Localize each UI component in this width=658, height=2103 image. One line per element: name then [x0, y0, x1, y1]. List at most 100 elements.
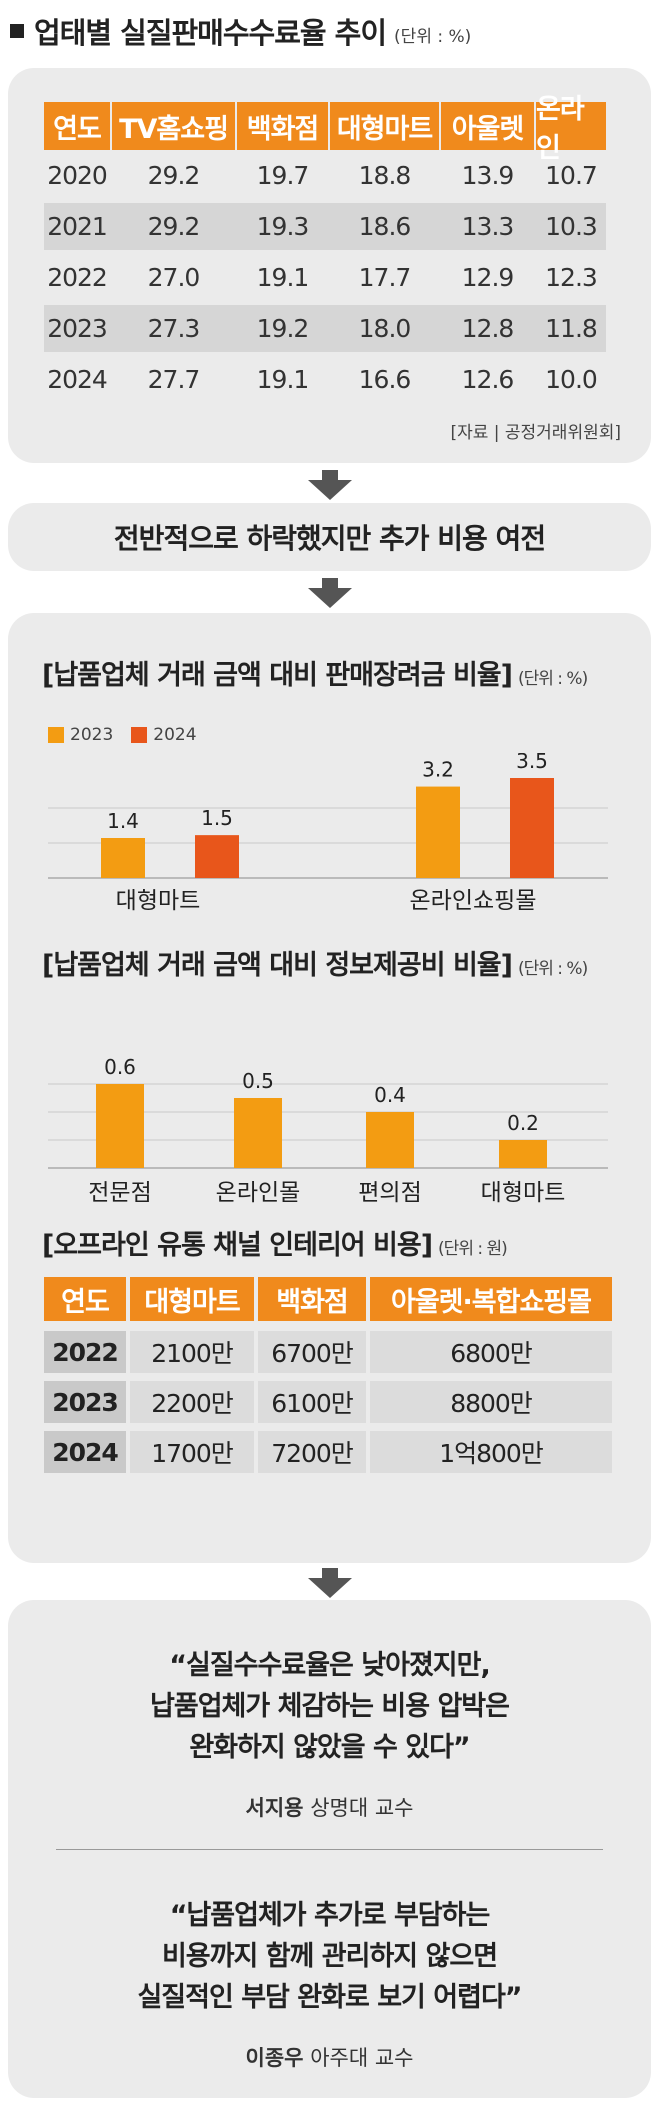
category-label: 전문점 — [88, 1180, 151, 1206]
source-note: [자료 | 공정거래위원회] — [450, 423, 621, 443]
fee-rate-panel: 연도 TV홈쇼핑 백화점 대형마트 아울렛 온라인 2020 29.2 19.7 18.8 13.… — [8, 68, 651, 463]
bar-2023 — [101, 838, 145, 878]
bar — [234, 1098, 282, 1168]
incentive-bar-chart: 1.4 1.5 대형마트 3.2 3.5 온라인쇼핑몰 — [48, 753, 608, 914]
table-cell: 10.7 — [545, 161, 598, 190]
table-row: 2021 29.2 19.3 18.6 13.3 10.3 — [44, 203, 606, 250]
bar-2024 — [195, 835, 239, 878]
table-cell: 10.3 — [545, 212, 598, 241]
quote-2-author: 이종우 아주대 교수 — [245, 2046, 414, 2070]
legend-swatch-2024 — [131, 727, 148, 743]
table-cell: 27.7 — [147, 365, 201, 394]
table-cell: 2023 — [47, 314, 108, 343]
title-text: 업태별 실질판매수수료율 추이 — [34, 16, 387, 50]
table-cell: 27.3 — [147, 314, 201, 343]
category-label: 편의점 — [358, 1180, 421, 1206]
category-label: 대형마트 — [116, 888, 201, 914]
table-cell: 19.3 — [256, 212, 310, 241]
table3-cell: 1700만 — [130, 1431, 254, 1473]
data-label: 3.5 — [516, 753, 548, 773]
legend-2023: 2023 — [48, 725, 113, 745]
table-cell: 17.7 — [358, 263, 412, 292]
bar — [96, 1084, 144, 1168]
table-cell: 13.3 — [461, 212, 515, 241]
info-fee-bar-chart: 0.6 전문점 0.5 온라인몰 0.4 편의점 0.2 대형마트 — [48, 1055, 608, 1206]
legend-swatch-2023 — [48, 727, 64, 743]
summary-panel: 전반적으로 하락했지만 추가 비용 여전 — [8, 503, 651, 571]
summary-text: 전반적으로 하락했지만 추가 비용 여전 — [113, 522, 546, 555]
data-label: 0.5 — [242, 1069, 274, 1093]
category-label: 대형마트 — [481, 1180, 566, 1206]
table-cell: 12.6 — [461, 365, 515, 394]
table1-header-cell: 온라인 — [536, 94, 606, 164]
table3-cell: 6700만 — [258, 1331, 366, 1373]
quote-2: “납품업체가 추가로 부담하는 비용까지 함께 관리하지 않으면 실질적인 부담… — [137, 1900, 522, 2013]
bar — [499, 1140, 547, 1168]
title-unit: (단위 : %) — [394, 26, 472, 47]
table-cell: 11.8 — [545, 314, 598, 343]
table-cell: 27.0 — [147, 263, 201, 292]
data-label: 1.5 — [201, 806, 233, 830]
page-title: 업태별 실질판매수수료율 추이 (단위 : %) — [10, 10, 471, 52]
incentive-chart-title: [납품업체 거래 금액 대비 판매장려금 비율] (단위 : %) — [42, 660, 588, 691]
divider — [56, 1849, 603, 1850]
table3-year-cell: 2022 — [44, 1331, 126, 1373]
legend-2024: 2024 — [131, 725, 197, 745]
down-arrow-icon — [308, 470, 352, 500]
interior-cost-table: 연도 대형마트 백화점 아울렛·복합쇼핑몰 2022 2100만 6700만 6800만 202… — [44, 1277, 612, 1477]
table-cell: 29.2 — [147, 212, 201, 241]
table-row: 2022 27.0 19.1 17.7 12.9 12.3 — [44, 254, 606, 301]
table3-cell: 7200만 — [258, 1431, 366, 1473]
table-cell: 19.1 — [256, 263, 310, 292]
table-cell: 2020 — [47, 161, 108, 190]
table3-cell: 2200만 — [130, 1381, 254, 1423]
table-cell: 10.0 — [545, 365, 598, 394]
table-cell: 29.2 — [147, 161, 201, 190]
data-label: 3.2 — [422, 758, 454, 782]
table3-cell: 6800만 — [370, 1331, 612, 1373]
data-label: 0.6 — [104, 1055, 136, 1079]
info-fee-chart-title: [납품업체 거래 금액 대비 정보제공비 비율] (단위 : %) — [42, 950, 588, 981]
table-cell: 13.9 — [461, 161, 515, 190]
table1-header-cell: TV홈쇼핑 — [112, 102, 235, 150]
square-bullet-icon — [10, 24, 24, 38]
chart-legend: 2023 2024 — [48, 725, 215, 745]
bar-2023 — [416, 786, 460, 878]
table-cell: 2021 — [47, 212, 108, 241]
legend-label-2023: 2023 — [70, 725, 114, 745]
table3-cell: 6100만 — [258, 1381, 366, 1423]
table1-header-cell: 백화점 — [237, 102, 328, 150]
bar — [366, 1112, 414, 1168]
data-label: 0.2 — [507, 1111, 539, 1135]
table-cell: 12.9 — [461, 263, 515, 292]
data-label: 1.4 — [107, 809, 139, 833]
table3-header-cell: 연도 — [44, 1277, 126, 1321]
table-cell: 18.8 — [358, 161, 412, 190]
table3-header-cell: 대형마트 — [130, 1277, 254, 1321]
down-arrow-icon — [308, 578, 352, 608]
cost-details-panel: [납품업체 거래 금액 대비 판매장려금 비율] (단위 : %) 2023 20… — [8, 613, 651, 1563]
table-row: 2023 27.3 19.2 18.0 12.8 11.8 — [44, 305, 606, 352]
quotes-panel: “실질수수료율은 낮아졌지만, 납품업체가 체감하는 비용 압박은 완화하지 않… — [8, 1600, 651, 2098]
table3-year-cell: 2023 — [44, 1381, 126, 1423]
quote-1: “실질수수료율은 낮아졌지만, 납품업체가 체감하는 비용 압박은 완화하지 않… — [150, 1650, 510, 1763]
table-cell: 2024 — [47, 365, 108, 394]
quote-1-author: 서지용 상명대 교수 — [245, 1796, 414, 1820]
data-label: 0.4 — [374, 1083, 406, 1107]
table1-header-cell: 대형마트 — [330, 102, 439, 150]
table3-year-cell: 2024 — [44, 1431, 126, 1473]
table3-cell: 1억800만 — [370, 1431, 612, 1473]
table-row: 2024 27.7 19.1 16.6 12.6 10.0 — [44, 356, 606, 403]
table3-header-cell: 백화점 — [258, 1277, 366, 1321]
table-cell: 18.6 — [358, 212, 412, 241]
table-row: 2020 29.2 19.7 18.8 13.9 10.7 — [44, 152, 606, 199]
table-cell: 12.8 — [461, 314, 515, 343]
table3-cell: 2100만 — [130, 1331, 254, 1373]
table-cell: 16.6 — [358, 365, 412, 394]
table-cell: 19.1 — [256, 365, 310, 394]
legend-label-2024: 2024 — [153, 725, 197, 745]
bar-2024 — [510, 778, 554, 878]
table-cell: 2022 — [47, 263, 108, 292]
table-cell: 19.7 — [256, 161, 310, 190]
table-cell: 19.2 — [256, 314, 310, 343]
